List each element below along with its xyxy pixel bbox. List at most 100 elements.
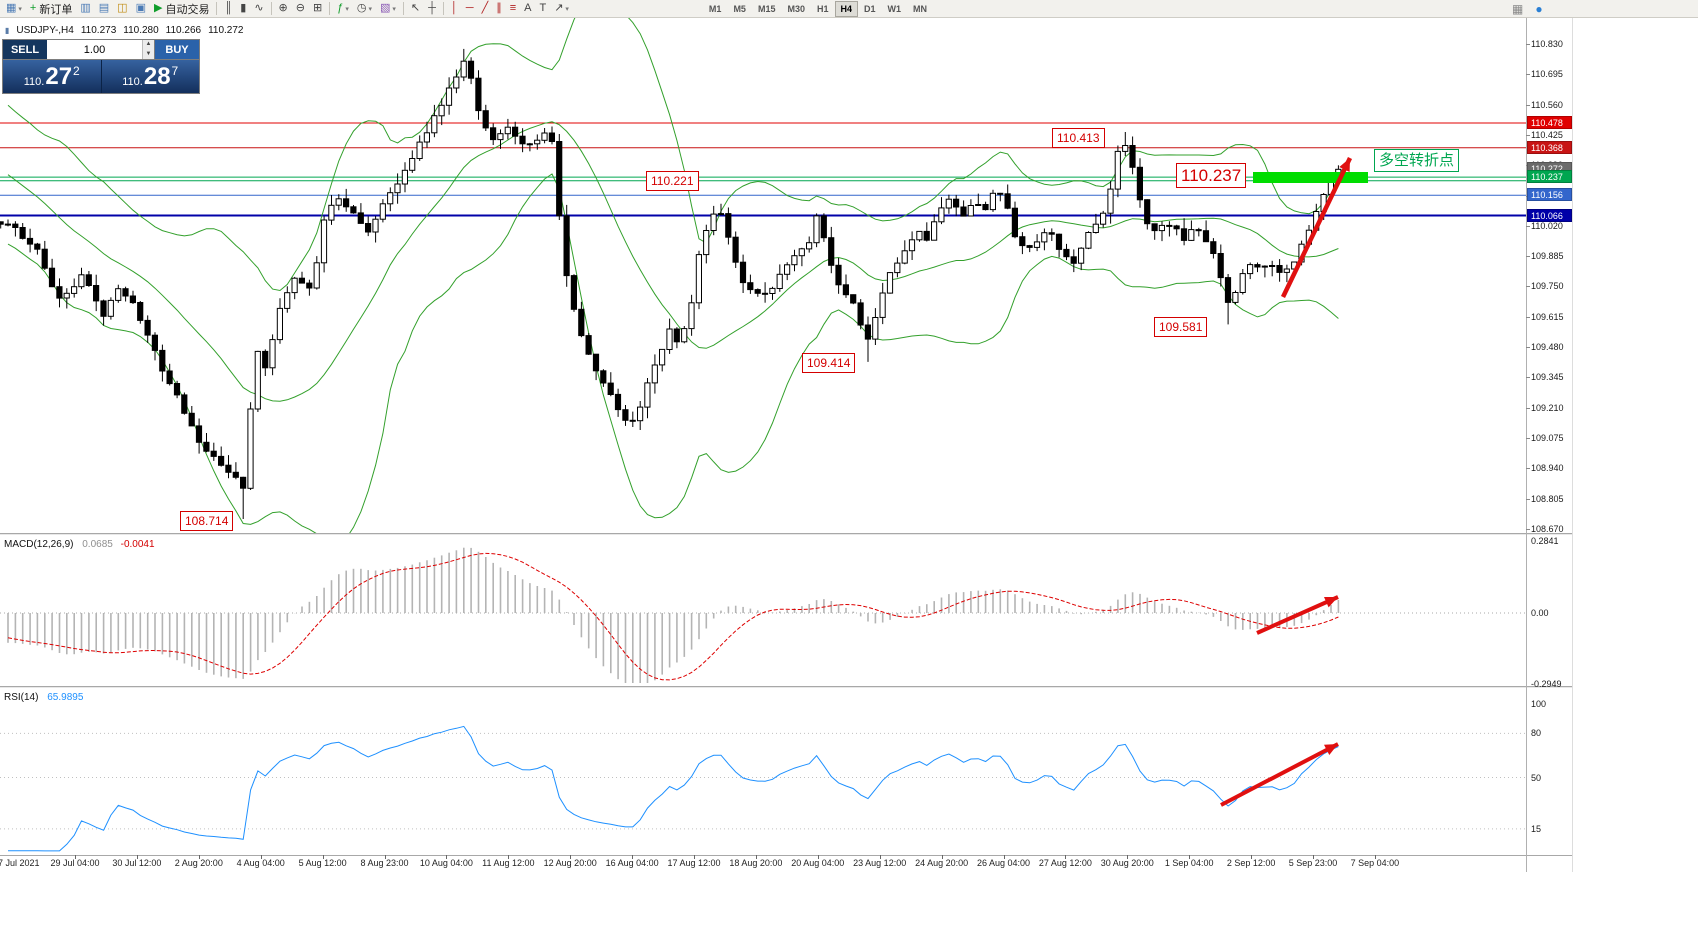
text-button[interactable]: A [520,1,535,17]
macd-indicator-canvas[interactable] [0,535,1526,687]
time-axis-tick [75,855,76,859]
macd-signal-value: -0.0041 [120,539,155,550]
timeframe-m5-button[interactable]: M5 [733,3,746,14]
price-label-109581[interactable]: 109.581 [1154,317,1208,337]
market-watch-button[interactable]: ▥ [76,1,94,17]
one-click-trading-panel: SELL ▲ ▼ BUY 110.272 110.287 [2,39,200,94]
timeframe-w1-button[interactable]: W1 [887,3,902,14]
cursor-button[interactable]: ↖ [407,1,424,17]
zoom-in-button[interactable]: ⊕ [275,1,292,17]
price-trend-arrow[interactable] [1280,157,1353,298]
lot-increase-button[interactable]: ▲ [143,40,154,50]
time-axis-start-label: 27 Jul 2021 [0,858,40,868]
panel-separator[interactable] [0,686,1572,688]
equidistant-channel-button[interactable]: ∥ [492,1,506,17]
price-axis-label: 109.615 [1531,311,1564,322]
time-axis-tick [1127,855,1129,859]
caret-down-icon[interactable]: ▾ [345,5,349,13]
bid-price-pip: 2 [73,64,80,78]
data-window-button[interactable]: ▤ [95,1,113,17]
periods-button[interactable]: ◷ ▾ [353,1,376,17]
line-chart-button[interactable]: ∿ [250,1,267,17]
time-axis-label: 18 Aug 20:00 [729,858,783,868]
rsi-indicator-label: RSI(14) 65.9895 [4,692,83,703]
price-label-110221[interactable]: 110.221 [646,171,699,191]
price-chart-canvas[interactable] [0,18,1526,535]
text-label-icon: T [539,2,547,14]
toolbar-separator [270,2,272,15]
zoom-in-icon: ⊕ [278,2,288,14]
price-axis-label: 109.210 [1531,402,1564,413]
caret-down-icon[interactable]: ▾ [18,5,22,13]
vertical-line-button[interactable]: │ [447,1,462,17]
price-label-110413[interactable]: 110.413 [1052,128,1105,148]
new-order-button[interactable]: + 新订单 [26,1,76,17]
ask-price-display[interactable]: 110. 28 7 [101,60,199,93]
horizontal-line-button[interactable]: ─ [462,1,478,17]
caret-down-icon[interactable]: ▾ [392,5,396,13]
candlestick-chart-button[interactable]: ▮ [236,1,250,17]
buy-button[interactable]: BUY [155,40,199,59]
timeframe-m15-button[interactable]: M15 [757,3,776,14]
price-axis-tick [1526,437,1530,439]
price-axis-label: 108.670 [1531,523,1564,534]
lot-decrease-button[interactable]: ▼ [143,49,154,59]
time-axis-tick [817,855,819,859]
time-axis-label: 2 Sep 12:00 [1226,858,1276,868]
price-label-109414[interactable]: 109.414 [802,353,856,373]
layout-icon[interactable]: ▦ [1512,2,1524,16]
text-label-button[interactable]: T [535,1,550,17]
macd-axis-label: -0.2949 [1531,679,1562,689]
trendline-button[interactable]: ╱ [478,1,493,17]
lot-size-input[interactable] [47,40,142,59]
auto-trading-button[interactable]: ▶ 自动交易 [150,1,213,17]
navigator-icon: ◫ [117,2,128,14]
timeframe-h4-button[interactable]: H4 [834,0,859,17]
time-axis-label: 26 Aug 04:00 [976,858,1031,868]
price-axis-tick [1526,134,1530,136]
horizontal-lines-layer[interactable] [0,122,1526,217]
price-axis-tick [1526,256,1530,258]
zoom-out-button[interactable]: ⊖ [292,1,309,17]
crosshair-button[interactable]: ┼ [424,1,440,17]
macd-trend-arrow[interactable] [1256,595,1339,635]
navigator-button[interactable]: ◫ [113,1,131,17]
pivot-zone-highlight[interactable] [1253,172,1368,183]
price-axis-label: 110.425 [1531,129,1563,140]
bid-price-display[interactable]: 110. 27 2 [3,60,102,93]
price-axis-tick [1526,377,1530,379]
terminal-button[interactable]: ▣ [132,1,150,17]
community-icon[interactable]: ● [1535,2,1543,16]
timeframe-m30-button[interactable]: M30 [787,3,805,14]
caret-down-icon[interactable]: ▾ [368,5,372,13]
tile-windows-button[interactable]: ⊞ [309,1,326,17]
timeframe-d1-button[interactable]: D1 [864,3,876,14]
quote-high: 110.280 [123,25,159,36]
price-axis-tick [1526,74,1530,76]
panel-separator[interactable] [0,533,1572,535]
timeframe-m1-button[interactable]: M1 [708,3,722,14]
rsi-indicator-canvas[interactable] [0,688,1526,855]
chart-window-button[interactable]: ▦ ▾ [2,1,26,17]
turning-point-label[interactable]: 多空转折点 [1374,149,1460,172]
time-axis-tick [694,855,695,859]
arrows-tool-button[interactable]: ↗ ▾ [550,1,573,17]
fibonacci-button[interactable]: ≡ [506,1,520,17]
time-axis-label: 4 Aug 04:00 [236,858,285,868]
toolbar-button-groups: ▦ ▾ + 新订单 ▥ ▤ ◫ ▣ ▶ 自动交易 ║ ▮ ∿ ⊕ ⊖ ⊞ ƒ ▾ ◷ ▾ ▧ ▾ ↖ ┼ │ ─ ╱ ∥ ≡ A T ↗ ▾ [2,1,573,17]
caret-down-icon[interactable]: ▾ [565,5,569,13]
time-axis-tick [260,855,262,859]
timeframe-mn-button[interactable]: MN [913,3,928,14]
rsi-trend-arrow[interactable] [1220,742,1339,807]
price-label-108714[interactable]: 108.714 [180,511,234,531]
indicators-button[interactable]: ƒ ▾ [333,1,353,17]
sell-button[interactable]: SELL [3,40,47,59]
time-axis-tick [755,855,757,859]
toolbar-right-icons: ▦ ● [1512,1,1543,17]
new-order-label: 新订单 [39,3,73,16]
price-axis-tick [1526,286,1530,288]
bar-chart-button[interactable]: ║ [220,1,236,17]
timeframe-h1-button[interactable]: H1 [816,3,829,14]
price-label-110237[interactable]: 110.237 [1176,163,1247,188]
templates-button[interactable]: ▧ ▾ [376,1,400,17]
